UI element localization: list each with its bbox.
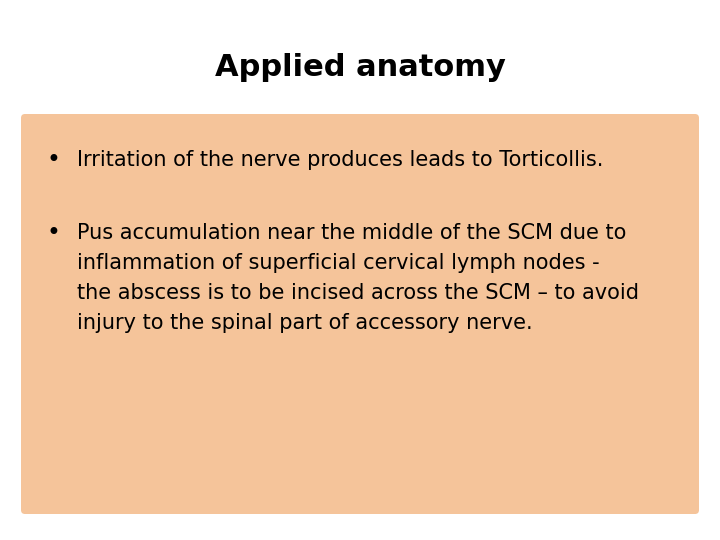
Text: injury to the spinal part of accessory nerve.: injury to the spinal part of accessory n… bbox=[77, 313, 533, 333]
FancyBboxPatch shape bbox=[21, 114, 699, 514]
Text: Pus accumulation near the middle of the SCM due to: Pus accumulation near the middle of the … bbox=[77, 223, 626, 243]
Text: inflammation of superficial cervical lymph nodes -: inflammation of superficial cervical lym… bbox=[77, 253, 600, 273]
Text: •: • bbox=[47, 148, 61, 172]
Text: •: • bbox=[47, 221, 61, 245]
Text: Applied anatomy: Applied anatomy bbox=[215, 53, 505, 83]
Text: the abscess is to be incised across the SCM – to avoid: the abscess is to be incised across the … bbox=[77, 283, 639, 303]
Text: Irritation of the nerve produces leads to Torticollis.: Irritation of the nerve produces leads t… bbox=[77, 150, 603, 170]
